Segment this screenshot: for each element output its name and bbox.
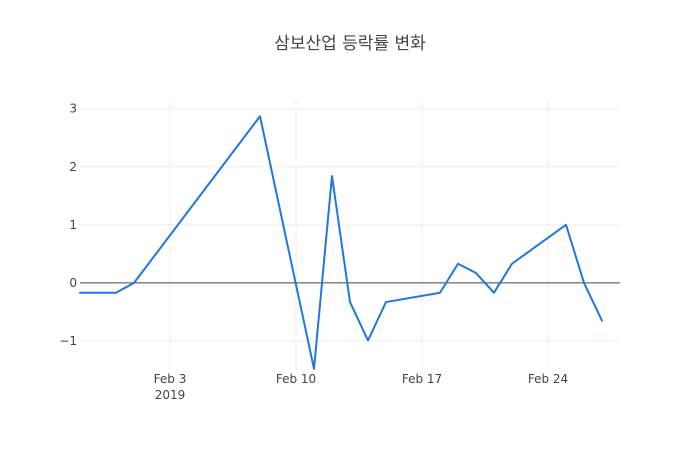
chart-title: 삼보산업 등락률 변화	[274, 34, 426, 54]
x-tick-label: Feb 3	[154, 372, 187, 386]
x-tick-label: Feb 24	[528, 372, 568, 386]
x-tick-label: Feb 17	[402, 372, 442, 386]
grid-layer	[80, 100, 620, 370]
x-tick-label: Feb 10	[276, 372, 316, 386]
y-tick-label: 0	[69, 276, 77, 290]
series-layer	[79, 115, 603, 370]
y-tick-label: 1	[69, 218, 77, 232]
y-tick-label: 3	[69, 102, 77, 116]
axis-labels-layer: Feb 3 2019 Feb 10 Feb 17 Feb 24 3 2 1 0 −1	[59, 102, 568, 402]
x-tick-sublabel: 2019	[155, 388, 186, 402]
y-tick-label: 2	[69, 160, 77, 174]
series-line	[79, 115, 603, 370]
y-tick-label: −1	[59, 334, 77, 348]
